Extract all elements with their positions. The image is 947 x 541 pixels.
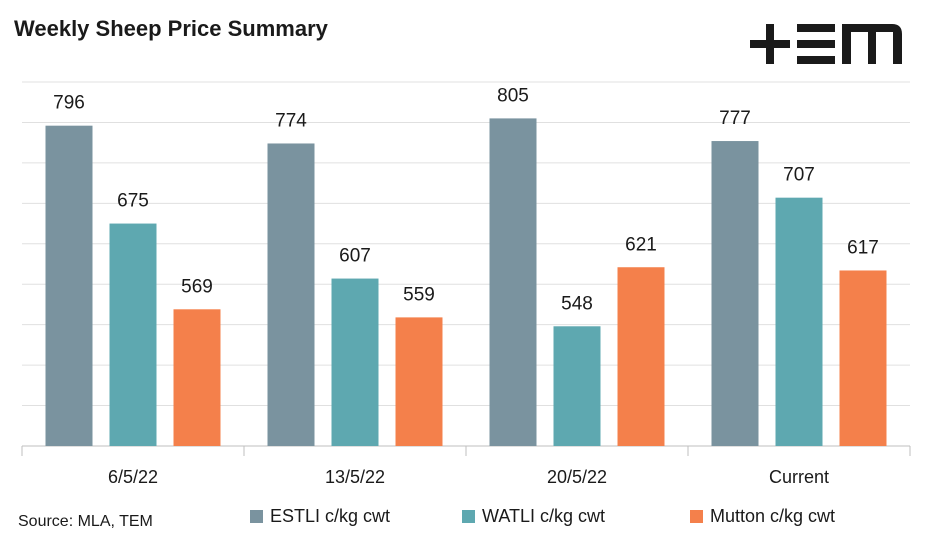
value-label: 621 (625, 234, 657, 255)
source: Source: MLA, TEM (18, 513, 153, 530)
bar (109, 223, 157, 446)
value-label: 569 (181, 276, 213, 297)
legend-swatch (690, 510, 703, 523)
bar (711, 141, 759, 446)
legend-swatch (462, 510, 475, 523)
value-label: 617 (847, 237, 879, 258)
legend-label: WATLI c/kg cwt (482, 506, 605, 526)
legend-swatch (250, 510, 263, 523)
value-label: 777 (719, 108, 751, 129)
bar (839, 270, 887, 446)
bar (395, 317, 443, 446)
value-label: 675 (117, 191, 149, 212)
legend-label: ESTLI c/kg cwt (270, 506, 390, 526)
bar (617, 267, 665, 446)
logo (750, 24, 902, 64)
value-label: 805 (497, 85, 529, 106)
bar (331, 278, 379, 446)
value-label: 559 (403, 284, 435, 305)
x-tick-label: 6/5/22 (108, 467, 158, 487)
value-label: 774 (275, 110, 307, 131)
x-tick-label: 13/5/22 (325, 467, 385, 487)
value-label: 607 (339, 246, 371, 267)
bar (775, 197, 823, 446)
legend-label: Mutton c/kg cwt (710, 506, 835, 526)
x-tick-label: 20/5/22 (547, 467, 607, 487)
value-label: 548 (561, 293, 593, 314)
chart-title: Weekly Sheep Price Summary (14, 16, 329, 41)
bar (173, 309, 221, 446)
value-label: 796 (53, 93, 85, 114)
bar (45, 125, 93, 447)
bar (267, 143, 315, 446)
value-label: 707 (783, 165, 815, 186)
x-tick-label: Current (769, 467, 829, 487)
bar (553, 326, 601, 446)
bar (489, 118, 537, 447)
